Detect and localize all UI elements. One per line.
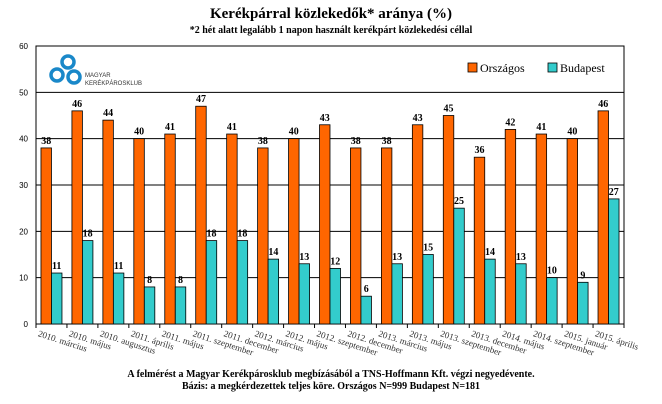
- data-label: 27: [609, 187, 619, 198]
- bar-Országos: [319, 124, 331, 325]
- bar-Budapest: [484, 258, 496, 325]
- data-label: 40: [134, 127, 144, 138]
- data-label: 44: [103, 108, 113, 119]
- bar-Országos: [380, 147, 393, 325]
- bar-Budapest: [143, 286, 156, 325]
- data-label: 11: [52, 261, 61, 272]
- data-label: 8: [178, 275, 183, 286]
- bar-Országos: [164, 133, 176, 325]
- bar-Budapest: [236, 240, 249, 325]
- bar-Budapest: [515, 263, 527, 325]
- bar-Budapest: [329, 267, 341, 325]
- data-label: 13: [299, 252, 309, 263]
- data-label: 14: [268, 247, 278, 258]
- y-tick-label: 10: [19, 274, 28, 283]
- logo-ring-icon: [60, 54, 76, 70]
- data-label: 45: [444, 104, 454, 115]
- bar-Országos: [226, 133, 238, 325]
- data-label: 18: [83, 229, 93, 240]
- data-label: 36: [474, 145, 484, 156]
- bar-Országos: [597, 110, 609, 325]
- bar-Országos: [195, 105, 207, 325]
- bar-Országos: [504, 128, 517, 325]
- legend-swatch: [547, 62, 558, 73]
- bar-Budapest: [453, 207, 465, 325]
- data-label: 14: [485, 247, 495, 258]
- bar-Országos: [71, 110, 83, 325]
- bar-Budapest: [267, 258, 280, 325]
- legend-label: Országos: [480, 61, 525, 75]
- data-label: 13: [516, 252, 526, 263]
- logo-ring-icon: [66, 69, 82, 85]
- legend-swatch: [467, 62, 478, 73]
- data-label: 46: [72, 99, 82, 110]
- data-label: 15: [423, 243, 433, 254]
- bar-Országos: [473, 156, 486, 325]
- bar-Országos: [102, 119, 114, 325]
- y-tick-label: 20: [19, 227, 28, 236]
- data-label: 43: [413, 113, 423, 124]
- bar-Országos: [442, 115, 455, 325]
- bar-Országos: [411, 124, 424, 325]
- bar-Budapest: [205, 240, 218, 325]
- data-label: 9: [580, 270, 585, 281]
- data-label: 12: [330, 256, 340, 267]
- data-label: 13: [392, 252, 402, 263]
- data-label: 38: [41, 136, 51, 147]
- bar-Budapest: [112, 272, 125, 325]
- data-label: 41: [536, 122, 546, 133]
- bar-Országos: [257, 147, 269, 325]
- bar-Budapest: [546, 277, 558, 325]
- y-tick-label: 60: [19, 42, 28, 51]
- data-label: 41: [227, 122, 237, 133]
- bar-Országos: [350, 147, 362, 325]
- bar-Budapest: [422, 254, 434, 325]
- bar-Országos: [133, 138, 145, 325]
- logo-text: KERÉKPÁROSKLUB: [85, 80, 142, 87]
- data-label: 11: [114, 261, 123, 272]
- data-label: 43: [320, 113, 330, 124]
- data-label: 38: [351, 136, 361, 147]
- bar-Budapest: [577, 281, 589, 325]
- legend-label: Budapest: [560, 61, 605, 75]
- data-label: 25: [454, 196, 464, 207]
- chart-title: Kerékpárral közlekedők* aránya (%): [209, 6, 453, 22]
- bar-Budapest: [174, 286, 187, 325]
- bar-Budapest: [51, 272, 63, 325]
- logo-ring-icon: [49, 67, 65, 83]
- data-label: 47: [196, 94, 206, 105]
- y-tick-label: 30: [19, 181, 28, 190]
- y-tick-label: 0: [24, 320, 29, 329]
- data-label: 38: [258, 136, 268, 147]
- chart-subtitle: *2 hét alatt legalább 1 napon használt k…: [189, 25, 473, 36]
- data-label: 42: [505, 117, 515, 128]
- bar-Budapest: [298, 263, 310, 325]
- bar-Budapest: [82, 240, 94, 325]
- data-label: 18: [206, 229, 216, 240]
- logo-text: MAGYAR: [85, 73, 111, 79]
- data-label: 18: [237, 229, 247, 240]
- bar-Országos: [566, 138, 578, 325]
- data-label: 38: [382, 136, 392, 147]
- data-label: 40: [567, 127, 577, 138]
- bar-Budapest: [608, 198, 620, 325]
- bar-Országos: [288, 138, 300, 325]
- data-label: 10: [547, 266, 557, 277]
- data-label: 6: [364, 284, 369, 295]
- y-tick-label: 50: [19, 88, 28, 97]
- bar-Budapest: [360, 295, 372, 325]
- bar-Országos: [40, 147, 52, 325]
- data-label: 46: [598, 99, 608, 110]
- data-label: 8: [147, 275, 152, 286]
- footnote-2: Bázis: a megkérdezettek teljes köre. Ors…: [181, 381, 481, 392]
- bar-Budapest: [391, 263, 403, 325]
- footnote-1: A felmérést a Magyar Kerékpárosklub megb…: [127, 369, 535, 380]
- y-tick-label: 40: [19, 135, 28, 144]
- data-label: 40: [289, 127, 299, 138]
- bar-Országos: [535, 133, 548, 325]
- data-label: 41: [165, 122, 175, 133]
